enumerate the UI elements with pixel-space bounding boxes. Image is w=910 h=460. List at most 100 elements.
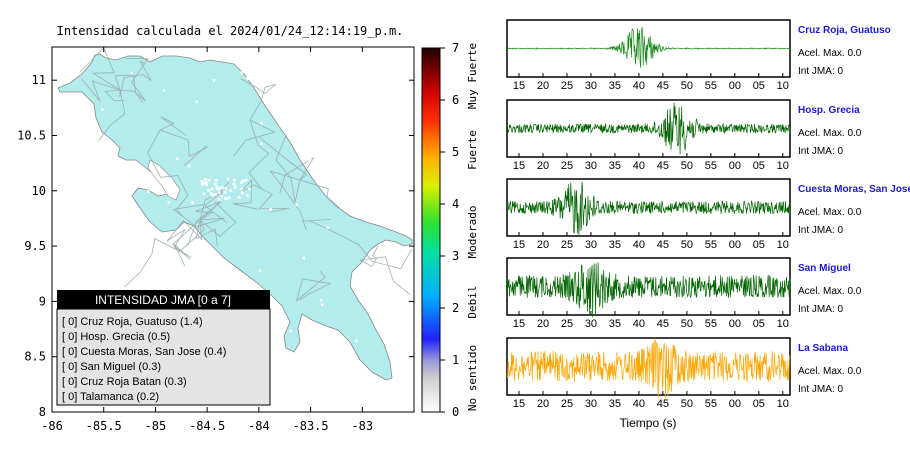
- road: [114, 74, 143, 103]
- waveform-tick-label: 55: [705, 318, 717, 330]
- town-marker: [258, 269, 262, 273]
- town-marker: [305, 153, 309, 157]
- town-marker: [332, 75, 335, 78]
- town-marker: [204, 181, 208, 184]
- town-marker: [260, 121, 263, 125]
- road: [244, 184, 289, 213]
- town-marker: [259, 142, 263, 146]
- station-accel: Acel. Max. 0.0: [798, 286, 862, 297]
- station-name: Hosp. Grecia: [798, 105, 860, 116]
- road: [329, 229, 414, 270]
- road: [119, 60, 152, 97]
- waveform-tick-label: 10: [777, 398, 789, 410]
- town-marker: [368, 104, 372, 108]
- town-marker: [203, 182, 206, 185]
- road: [199, 190, 228, 224]
- waveform-tick-label: 15: [513, 160, 525, 172]
- legend-header-bg: [57, 290, 270, 309]
- colorbar-tick-label: 7: [452, 41, 459, 55]
- town-marker: [240, 71, 243, 75]
- town-marker: [210, 187, 214, 191]
- road: [233, 179, 258, 210]
- waveform-tick-label: 45: [657, 160, 669, 172]
- road: [166, 219, 202, 258]
- town-marker: [205, 183, 208, 186]
- waveform-tick-label: 30: [585, 80, 597, 92]
- waveform-xlabel: Tiempo (s): [620, 416, 677, 430]
- town-marker: [146, 190, 150, 193]
- town-marker: [295, 203, 299, 206]
- waveform-tick-label: 55: [705, 398, 717, 410]
- town-marker: [200, 180, 204, 183]
- town-marker: [221, 186, 224, 189]
- town-marker: [226, 197, 229, 201]
- colorbar-label-no-sentido: No sentido: [466, 345, 479, 411]
- town-marker: [207, 189, 210, 192]
- map-x-tick-label: -85: [145, 419, 167, 433]
- town-marker: [187, 164, 191, 168]
- road: [359, 256, 411, 296]
- town-marker: [202, 192, 206, 196]
- town-marker: [254, 81, 257, 84]
- waveform-trace: [506, 338, 791, 399]
- town-marker: [167, 201, 171, 204]
- waveform-tick-label: 25: [561, 239, 573, 251]
- waveform-tick-label: 35: [609, 160, 621, 172]
- town-marker: [246, 77, 249, 80]
- station-name: La Sabana: [798, 343, 848, 354]
- town-marker: [320, 303, 324, 307]
- waveform-tick-label: 05: [753, 160, 765, 172]
- waveform-tick-label: 55: [705, 80, 717, 92]
- waveform-tick-label: 20: [537, 239, 549, 251]
- map-x-tick-label: -83.5: [293, 419, 329, 433]
- station-jma: Int JMA: 0: [798, 225, 843, 236]
- road: [295, 270, 332, 302]
- town-marker: [214, 193, 217, 196]
- town-marker: [241, 191, 244, 194]
- waveform-tick-label: 00: [729, 80, 741, 92]
- colorbar-label-fuerte: Fuerte: [466, 130, 479, 170]
- road-network: [79, 47, 414, 302]
- colorbar-label-muy-fuerte: Muy Fuerte: [466, 43, 479, 109]
- station-jma: Int JMA: 0: [798, 384, 843, 395]
- waveform-tick-label: 30: [585, 239, 597, 251]
- town-marker: [233, 178, 236, 182]
- town-marker: [102, 288, 105, 291]
- waveform-tick-label: 10: [777, 160, 789, 172]
- waveform-tick-label: 50: [681, 398, 693, 410]
- station-jma: Int JMA: 0: [798, 146, 843, 157]
- town-marker: [289, 329, 293, 333]
- waveform-tick-label: 15: [513, 318, 525, 330]
- waveform-tick-label: 45: [657, 239, 669, 251]
- town-marker: [224, 186, 228, 190]
- town-marker: [81, 175, 85, 179]
- town-marker: [207, 178, 211, 182]
- road: [98, 89, 126, 142]
- waveform-tick-label: 40: [633, 80, 645, 92]
- waveform-tick-label: 05: [753, 80, 765, 92]
- nicoya-inner-gulf: [147, 159, 181, 201]
- waveform-tick-label: 50: [681, 160, 693, 172]
- legend-entry: [ 0] Cuesta Moras, San Jose (0.4): [62, 346, 226, 358]
- town-marker: [217, 198, 221, 201]
- waveform-trace: [506, 27, 791, 68]
- map-y-tick-label: 11: [32, 73, 46, 87]
- waveform-tick-label: 55: [705, 239, 717, 251]
- map-x-tick-label: -83: [351, 419, 373, 433]
- town-marker: [367, 213, 371, 216]
- map-y-tick-label: 8.5: [24, 350, 46, 364]
- intensity-legend: INTENSIDAD JMA [0 a 7] [ 0] Cruz Roja, G…: [56, 290, 271, 406]
- colorbar-tick-label: 2: [452, 301, 459, 315]
- waveform-tick-label: 00: [729, 318, 741, 330]
- colorbar-tick-label: 0: [452, 405, 459, 419]
- town-marker: [210, 192, 213, 195]
- town-marker: [234, 186, 237, 189]
- road: [275, 135, 301, 203]
- town-marker: [195, 100, 198, 104]
- station-accel: Acel. Max. 0.0: [798, 48, 862, 59]
- road: [269, 170, 307, 231]
- intensity-colorbar: 0 1 2 3 4 5 6 7 No sentido Debil Moderado Fuert…: [421, 41, 479, 419]
- waveform-tick-label: 10: [777, 80, 789, 92]
- colorbar-gradient: [421, 47, 441, 413]
- colorbar-tick-label: 6: [452, 93, 459, 107]
